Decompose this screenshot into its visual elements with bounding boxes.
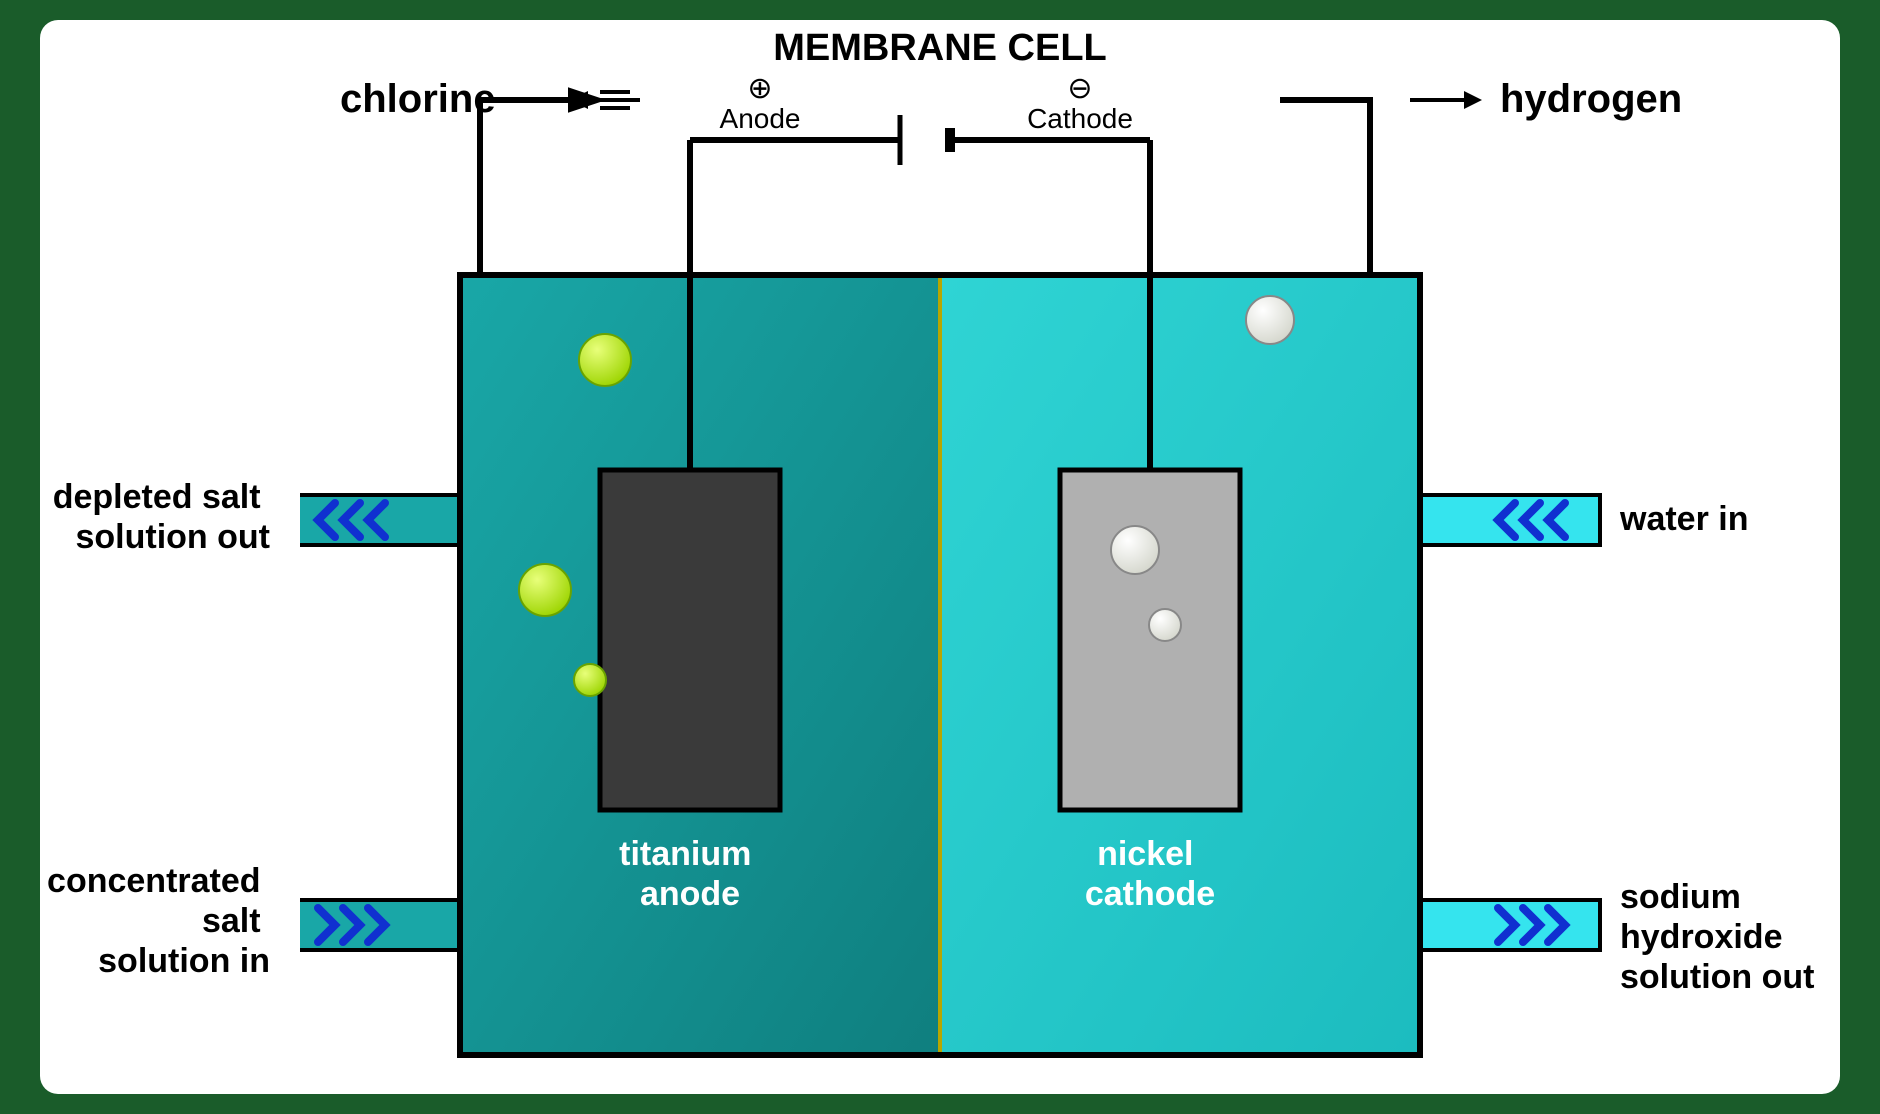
hydrogen-bubble	[1246, 296, 1294, 344]
hydrogen-outlet	[1280, 100, 1370, 275]
label-water-in: water in	[1619, 500, 1748, 538]
chlorine-bubble	[519, 564, 571, 616]
diagram-title: MEMBRANE CELL	[773, 27, 1107, 69]
hydrogen-label: hydrogen	[1500, 77, 1682, 121]
cathode-symbol: ⊖	[1067, 72, 1092, 105]
hydrogen-bubble	[1111, 526, 1159, 574]
cathode-text: Cathode	[1027, 103, 1133, 134]
anode-text: Anode	[720, 103, 801, 134]
chlorine-bubble	[579, 334, 631, 386]
membrane-cell-diagram: MEMBRANE CELL titanium anode nickel cath…	[40, 20, 1840, 1094]
hydrogen-bubble	[1149, 609, 1181, 641]
anode-symbol: ⊕	[747, 72, 772, 105]
cathode-electrode	[1060, 470, 1240, 810]
diagram-canvas: MEMBRANE CELL titanium anode nickel cath…	[40, 20, 1840, 1094]
hydrogen-arrow-head	[1464, 91, 1482, 109]
chlorine-outlet	[480, 100, 570, 275]
chlorine-label: chlorine	[340, 77, 496, 121]
anode-electrode	[600, 470, 780, 810]
chlorine-bubble	[574, 664, 606, 696]
